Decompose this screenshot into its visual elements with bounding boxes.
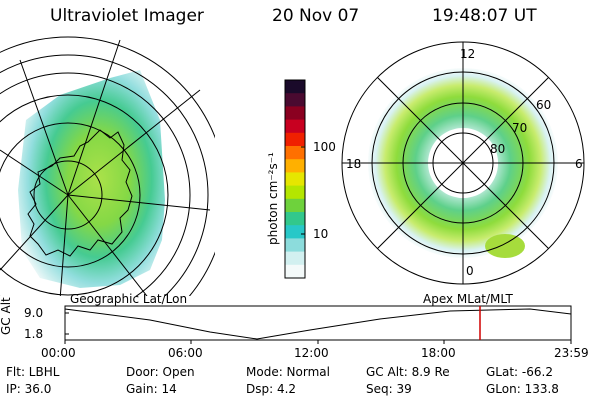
lat-circle-6 bbox=[0, 36, 215, 296]
colorbar-stripe bbox=[285, 238, 305, 253]
colorbar-stripe bbox=[285, 185, 305, 200]
colorbar-stripe bbox=[285, 159, 305, 173]
observation-time: 19:48:07 UT bbox=[432, 6, 537, 26]
altitude-xtick-12-00: 12:00 bbox=[294, 346, 329, 360]
altitude-ytick-9-0: 9.0 bbox=[24, 306, 44, 320]
mlat-label-80: 80 bbox=[490, 142, 506, 156]
altitude-xtick-23-59: 23:59 bbox=[554, 346, 589, 360]
info-gain: Gain: 14 bbox=[126, 382, 177, 396]
colorbar-stripe bbox=[285, 119, 305, 134]
colorbar-tick-label-10: 10 bbox=[313, 227, 329, 241]
altitude-xtick-00-00: 00:00 bbox=[41, 346, 76, 360]
altitude-ytick-1-8: 1.8 bbox=[24, 327, 44, 341]
colorbar-stripe bbox=[285, 132, 305, 147]
altitude-trace bbox=[64, 308, 572, 340]
mlt-label-6: 6 bbox=[575, 157, 583, 171]
left-aurora-image bbox=[18, 70, 165, 288]
colorbar-stripe bbox=[285, 146, 305, 160]
lat-circle-4 bbox=[0, 72, 191, 296]
colorbar-tick-label-100: 100 bbox=[313, 140, 336, 154]
mlt-grid-lines bbox=[342, 42, 584, 284]
mlt-label-18: 18 bbox=[346, 157, 362, 171]
colorbar-stripe bbox=[285, 80, 305, 94]
colorbar-stripe bbox=[285, 172, 305, 187]
colorbar-stripe bbox=[285, 106, 305, 121]
magnetic-panel-label: Apex MLat/MLT bbox=[423, 292, 513, 306]
info-dsp: Dsp: 4.2 bbox=[246, 382, 297, 396]
colorbar-stripe bbox=[285, 225, 305, 239]
mlat-label-60: 60 bbox=[536, 98, 552, 112]
altitude-plot-frame bbox=[64, 305, 572, 341]
longitude-lines bbox=[0, 39, 211, 296]
colorbar bbox=[284, 79, 306, 279]
colorbar-stripe bbox=[285, 212, 305, 226]
altitude-strip bbox=[64, 305, 572, 344]
lat-circle-1 bbox=[33, 160, 103, 230]
info-mode: Mode: Normal bbox=[246, 365, 330, 379]
altitude-axis-label: GC Alt bbox=[0, 297, 13, 335]
colorbar-stripe bbox=[285, 198, 305, 213]
mlat-label-70: 70 bbox=[512, 121, 528, 135]
altitude-xtick-06-00: 06:00 bbox=[168, 346, 203, 360]
lat-circle-3 bbox=[0, 94, 169, 296]
colorbar-stripe bbox=[285, 264, 305, 279]
geographic-panel bbox=[0, 36, 215, 296]
colorbar-unit-label: photon cm⁻²s⁻¹ bbox=[266, 152, 280, 245]
geographic-panel-label: Geographic Lat/Lon bbox=[70, 292, 188, 306]
mlt-label-12: 12 bbox=[460, 47, 476, 61]
info-glat: GLat: -66.2 bbox=[486, 365, 553, 379]
info-door: Door: Open bbox=[126, 365, 195, 379]
info-glon: GLon: 133.8 bbox=[486, 382, 559, 396]
info-gc-alt: GC Alt: 8.9 Re bbox=[366, 365, 450, 379]
info-ip: IP: 36.0 bbox=[6, 382, 52, 396]
colorbar-stripe bbox=[285, 93, 305, 107]
lat-circle-5 bbox=[0, 54, 209, 296]
observation-date: 20 Nov 07 bbox=[272, 6, 360, 26]
info-filter: Flt: LBHL bbox=[6, 365, 60, 379]
instrument-title: Ultraviolet Imager bbox=[50, 6, 204, 26]
colorbar-stripe bbox=[285, 251, 305, 266]
lat-circle-2 bbox=[0, 122, 141, 268]
colorbar-frame bbox=[284, 79, 306, 279]
mlt-label-0: 0 bbox=[466, 264, 474, 278]
antarctica-coastline bbox=[27, 129, 133, 257]
magnetic-polar-panel bbox=[341, 41, 585, 285]
info-seq: Seq: 39 bbox=[366, 382, 412, 396]
right-aurora-hotspot bbox=[485, 234, 525, 258]
altitude-xtick-18-00: 18:00 bbox=[421, 346, 456, 360]
